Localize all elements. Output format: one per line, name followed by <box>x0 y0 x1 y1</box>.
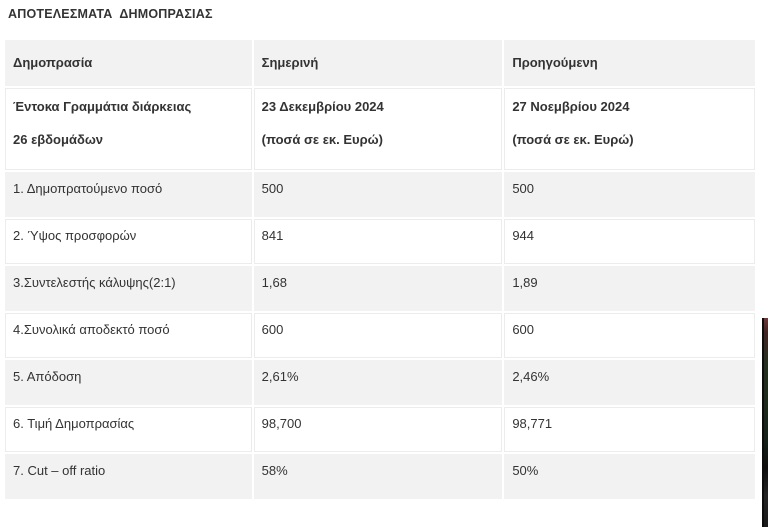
table-row: 4.Συνολικά αποδεκτό ποσό 600 600 <box>5 313 755 358</box>
table-header-row: Δημοπρασία Σημερινή Προηγούμενη <box>5 40 755 86</box>
table-row: 3.Συντελεστής κάλυψης(2:1) 1,68 1,89 <box>5 266 755 311</box>
previous-value: 98,771 <box>504 407 755 452</box>
row-label: 6. Τιμή Δημοπρασίας <box>5 407 252 452</box>
current-value: 1,68 <box>253 266 503 311</box>
current-amount-unit: (ποσά σε εκ. Ευρώ) <box>261 132 383 147</box>
previous-date-cell: 27 Νοεμβρίου 2024 (ποσά σε εκ. Ευρώ) <box>504 88 755 170</box>
instrument-duration: 26 εβδομάδων <box>13 132 104 147</box>
current-value: 500 <box>253 172 503 217</box>
row-label: 2. Ύψος προσφορών <box>5 219 252 264</box>
table-row: 2. Ύψος προσφορών 841 944 <box>5 219 755 264</box>
table-subheader-row: Έντοκα Γραμμάτια διάρκειας 26 εβδομάδων … <box>5 88 755 170</box>
instrument-name: Έντοκα Γραμμάτια διάρκειας <box>13 99 192 114</box>
previous-value: 50% <box>504 454 755 499</box>
auction-results-table: Δημοπρασία Σημερινή Προηγούμενη Έντοκα Γ… <box>3 38 757 501</box>
table-row: 5. Απόδοση 2,61% 2,46% <box>5 360 755 405</box>
current-value: 2,61% <box>253 360 503 405</box>
previous-value: 1,89 <box>504 266 755 311</box>
previous-amount-unit: (ποσά σε εκ. Ευρώ) <box>512 132 634 147</box>
table-row: 1. Δημοπρατούμενο ποσό 500 500 <box>5 172 755 217</box>
previous-auction-date: 27 Νοεμβρίου 2024 <box>512 99 630 114</box>
previous-value: 600 <box>504 313 755 358</box>
current-value: 58% <box>253 454 503 499</box>
table-row: 7. Cut – off ratio 58% 50% <box>5 454 755 499</box>
current-value: 600 <box>253 313 503 358</box>
column-header-previous: Προηγούμενη <box>504 40 755 86</box>
row-label: 1. Δημοπρατούμενο ποσό <box>5 172 252 217</box>
previous-value: 944 <box>504 219 755 264</box>
page-title: ΑΠΟΤΕΛΕΣΜΑΤΑ ΔΗΜΟΠΡΑΣΙΑΣ <box>8 7 213 21</box>
previous-value: 2,46% <box>504 360 755 405</box>
column-header-current: Σημερινή <box>253 40 503 86</box>
instrument-cell: Έντοκα Γραμμάτια διάρκειας 26 εβδομάδων <box>5 88 252 170</box>
partial-image-strip <box>762 318 768 527</box>
current-value: 841 <box>253 219 503 264</box>
row-label: 4.Συνολικά αποδεκτό ποσό <box>5 313 252 358</box>
row-label: 7. Cut – off ratio <box>5 454 252 499</box>
current-value: 98,700 <box>253 407 503 452</box>
current-date-cell: 23 Δεκεμβρίου 2024 (ποσά σε εκ. Ευρώ) <box>253 88 503 170</box>
current-auction-date: 23 Δεκεμβρίου 2024 <box>261 99 384 114</box>
previous-value: 500 <box>504 172 755 217</box>
row-label: 3.Συντελεστής κάλυψης(2:1) <box>5 266 252 311</box>
row-label: 5. Απόδοση <box>5 360 252 405</box>
table-row: 6. Τιμή Δημοπρασίας 98,700 98,771 <box>5 407 755 452</box>
column-header-auction: Δημοπρασία <box>5 40 252 86</box>
